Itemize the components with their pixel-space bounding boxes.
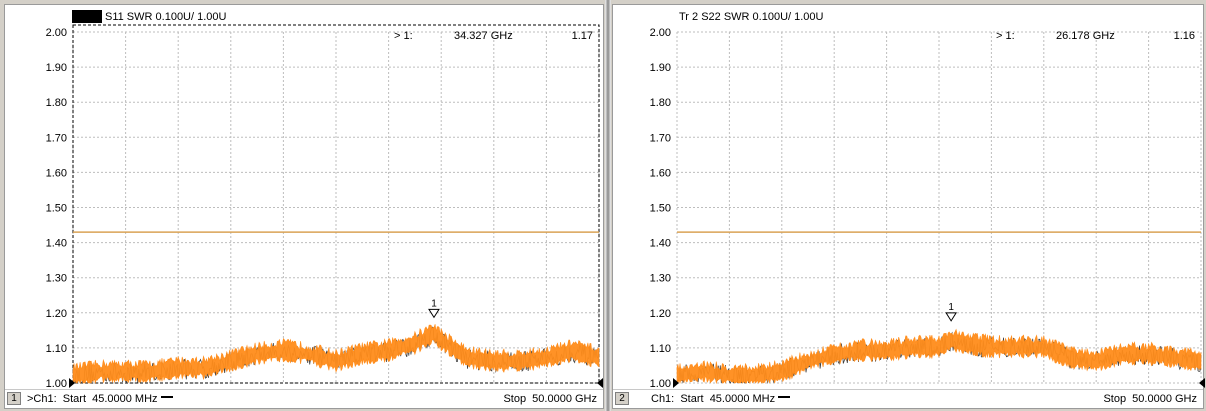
y-tick-label: 1.00 — [650, 378, 671, 390]
channel-1-window[interactable]: 2.00 1.90 1.80 1.70 1.60 1.50 1.40 1.30 1.20 1.10… — [4, 4, 604, 409]
dash-icon — [160, 396, 173, 398]
marker-flag-label: 1 — [431, 298, 437, 309]
channel-number-badge[interactable]: 1 — [7, 392, 21, 405]
trace-label: S11 SWR 0.100U/ 1.00U — [105, 11, 227, 23]
stop-frequency[interactable]: Stop 50.0000 GHz — [503, 393, 597, 405]
start-frequency[interactable]: >Ch1: Start 45.0000 MHz — [27, 393, 173, 405]
y-tick-label: 1.40 — [46, 238, 67, 250]
marker-index-label: > 1: — [394, 30, 413, 42]
marker-value: 1.17 — [572, 30, 593, 42]
s11-swr-chart: 2.00 1.90 1.80 1.70 1.60 1.50 1.40 1.30 1.20 1.10… — [46, 10, 603, 390]
y-tick-label: 2.00 — [46, 27, 67, 39]
reference-arrow-icon — [1199, 378, 1205, 388]
y-tick-label: 1.30 — [46, 273, 67, 285]
y-tick-label: 2.00 — [650, 27, 671, 39]
y-tick-label: 1.50 — [650, 203, 671, 215]
y-tick-label: 1.80 — [650, 97, 671, 109]
stop-frequency[interactable]: Stop 50.0000 GHz — [1103, 393, 1197, 405]
dash-icon — [778, 396, 791, 398]
y-tick-label: 1.10 — [46, 343, 67, 355]
channel-1-status-bar: 1 >Ch1: Start 45.0000 MHz Stop 50.0000 G… — [5, 389, 603, 408]
trace-envelope — [676, 328, 1202, 385]
reference-arrow-icon — [69, 378, 75, 388]
active-window-frame — [72, 24, 600, 384]
trace-envelope — [72, 324, 600, 385]
y-tick-label: 1.20 — [650, 308, 671, 320]
marker-flag-label: 1 — [948, 302, 954, 313]
y-tick-label: 1.90 — [46, 62, 67, 74]
y-tick-label: 1.60 — [46, 167, 67, 179]
y-tick-label: 1.80 — [46, 97, 67, 109]
marker-triangle-icon — [428, 308, 440, 319]
y-tick-label: 1.70 — [650, 132, 671, 144]
y-tick-label: 1.00 — [46, 378, 67, 390]
y-tick-label: 1.40 — [650, 238, 671, 250]
y-tick-label: 1.30 — [650, 273, 671, 285]
y-tick-label: 1.50 — [46, 203, 67, 215]
s22-swr-chart: 2.00 1.90 1.80 1.70 1.60 1.50 1.40 1.30 1.20 1.10… — [650, 11, 1205, 390]
channel-2-status-bar: 2 Ch1: Start 45.0000 MHz Stop 50.0000 GH… — [613, 389, 1203, 408]
y-tick-label: 1.10 — [650, 343, 671, 355]
marker-value: 1.16 — [1174, 30, 1195, 42]
channel-number-badge[interactable]: 2 — [615, 392, 629, 405]
marker-frequency: 26.178 GHz — [1056, 30, 1115, 42]
reference-arrow-icon — [597, 378, 603, 388]
marker-triangle-icon — [945, 312, 958, 322]
trace-label: Tr 2 S22 SWR 0.100U/ 1.00U — [679, 11, 824, 23]
active-trace-indicator — [72, 10, 102, 23]
y-tick-label: 1.60 — [650, 167, 671, 179]
window-splitter[interactable] — [605, 0, 611, 411]
reference-arrow-icon — [673, 378, 679, 388]
marker-frequency: 34.327 GHz — [454, 30, 513, 42]
y-tick-label: 1.70 — [46, 132, 67, 144]
marker-index-label: > 1: — [996, 30, 1015, 42]
channel-2-window[interactable]: 2.00 1.90 1.80 1.70 1.60 1.50 1.40 1.30 1.20 1.10… — [612, 4, 1205, 409]
y-tick-label: 1.20 — [46, 308, 67, 320]
y-tick-label: 1.90 — [650, 62, 671, 74]
start-frequency[interactable]: Ch1: Start 45.0000 MHz — [651, 393, 791, 405]
